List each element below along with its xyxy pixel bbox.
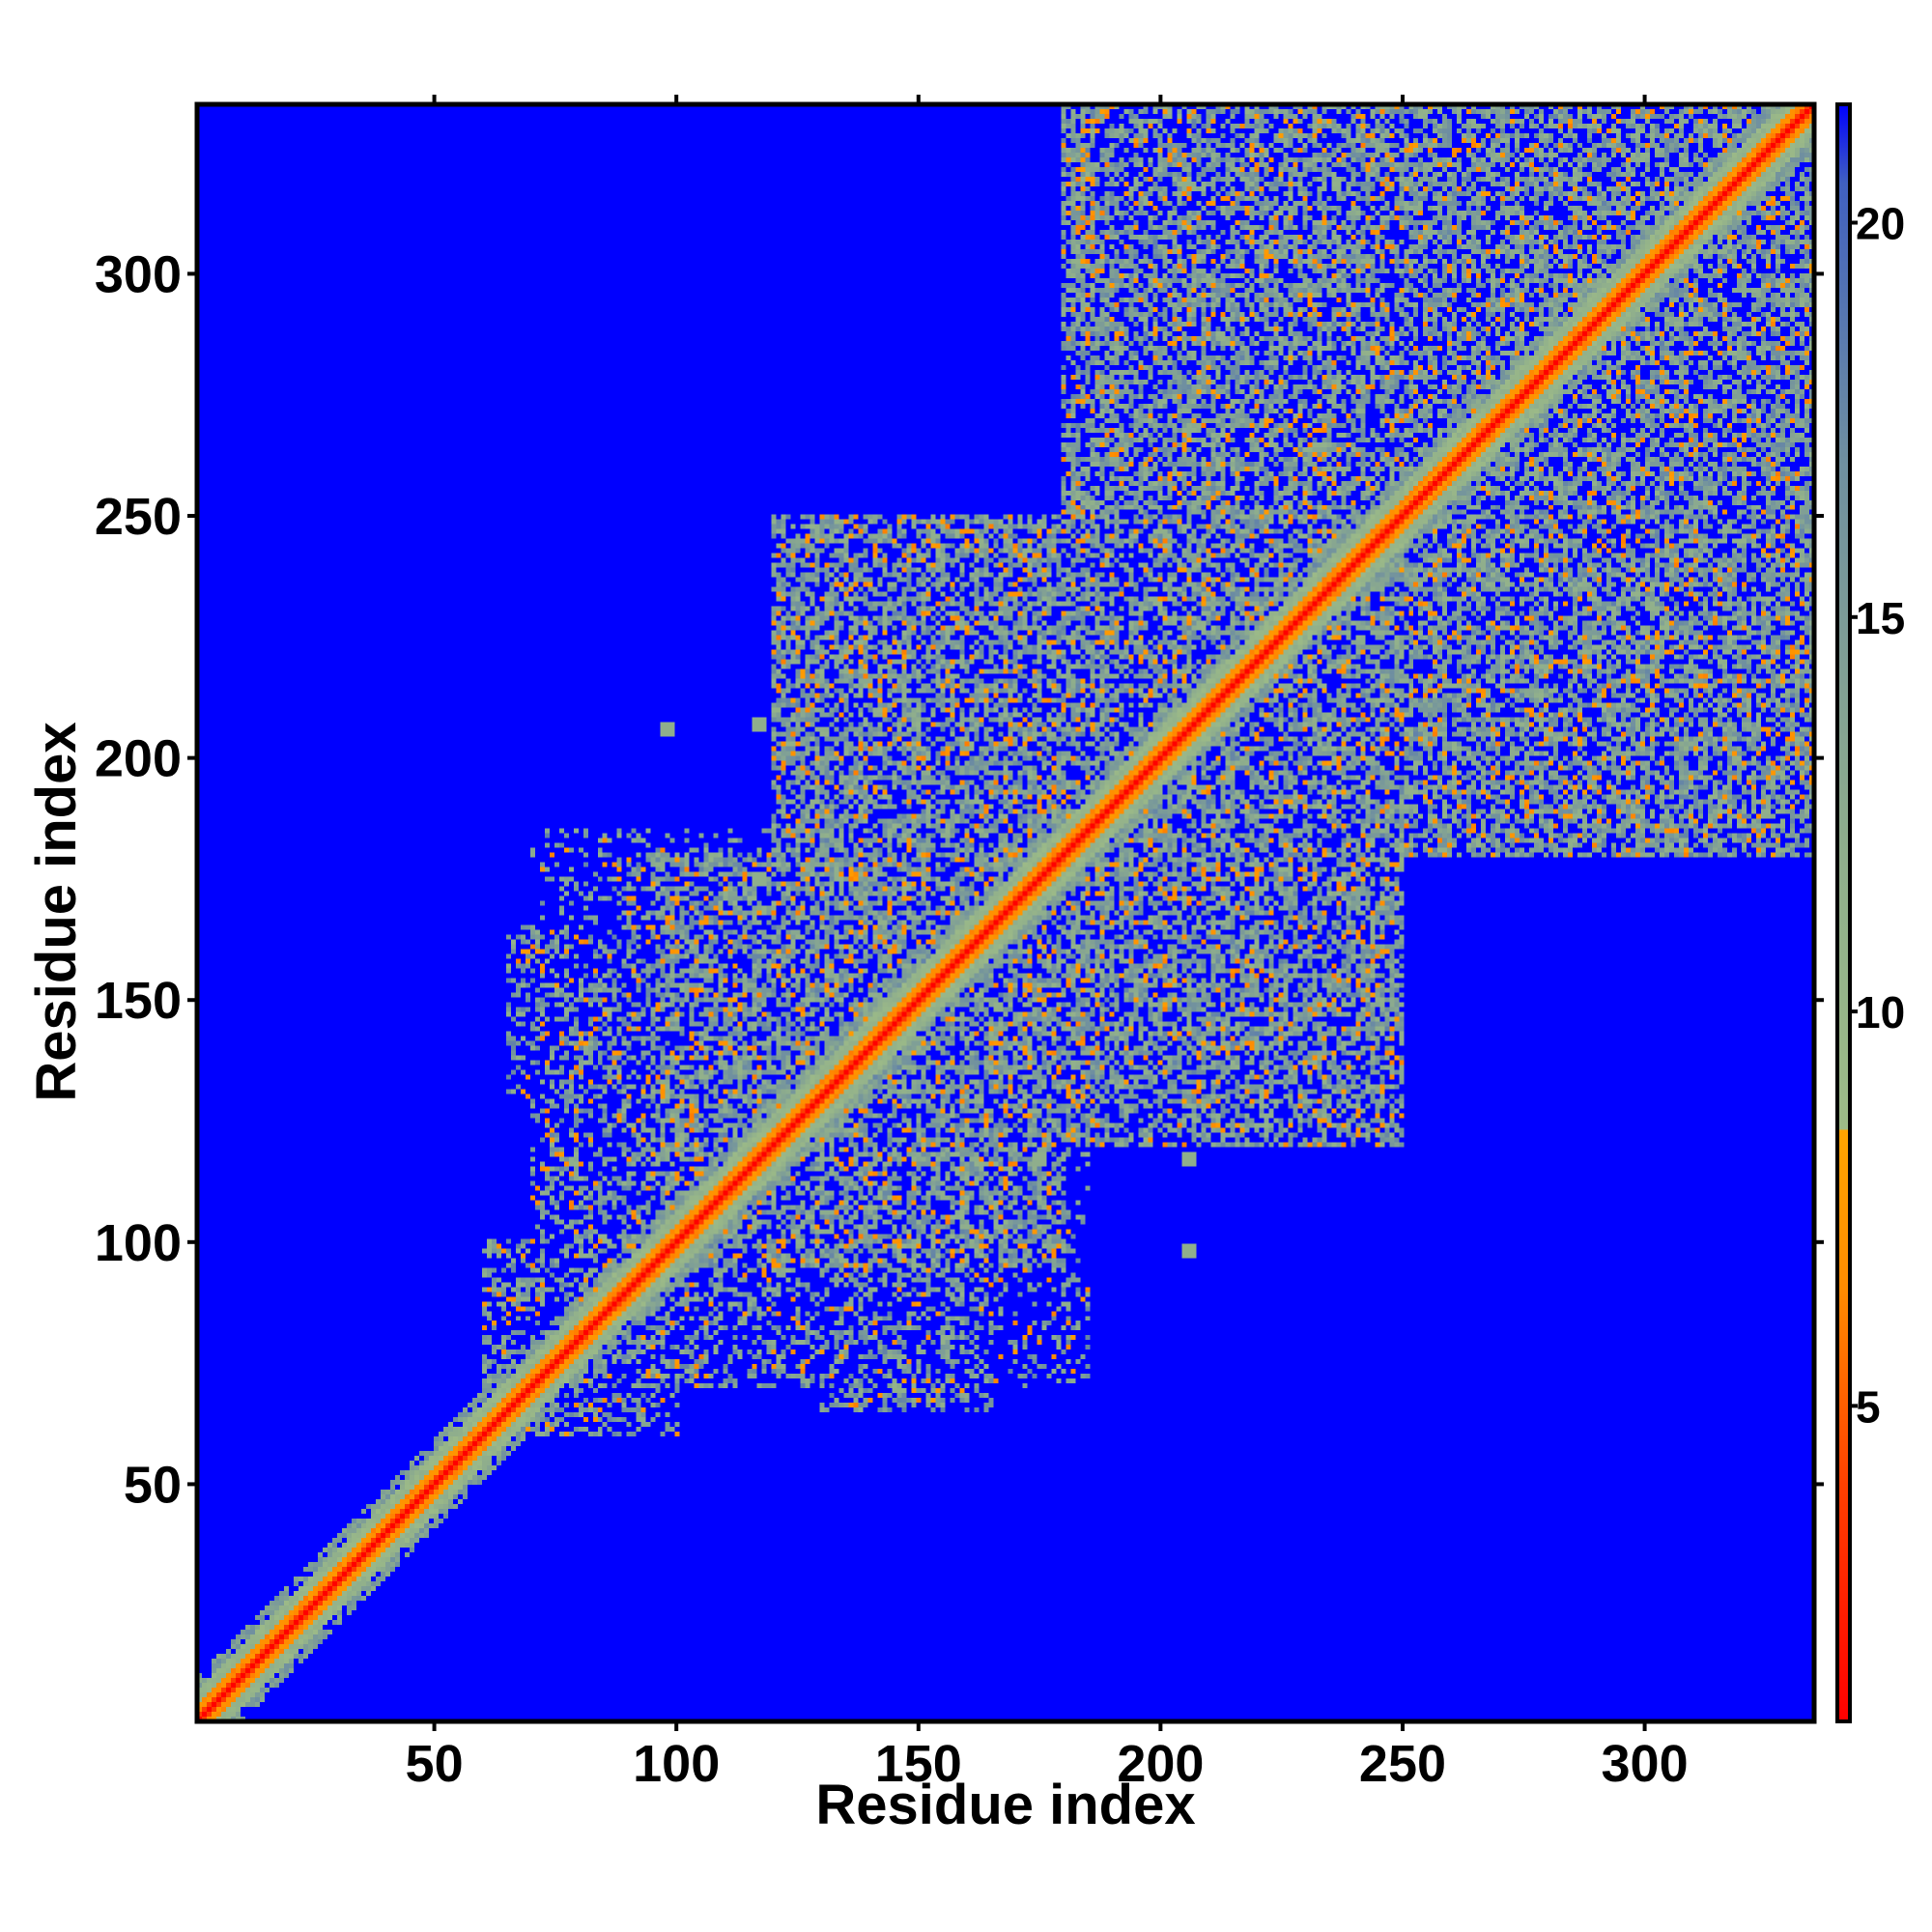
heatmap-image <box>197 104 1814 1721</box>
x-tick-label: 200 <box>1117 1735 1204 1793</box>
x-tick-label: 300 <box>1602 1735 1689 1793</box>
colorbar: 5 10 15 20 <box>1814 102 1905 1723</box>
y-tick-label: 50 <box>124 1456 182 1514</box>
colorbar-gradient <box>1835 102 1852 1723</box>
colorbar-tick-label: 15 <box>1856 593 1905 643</box>
y-axis: 50 100 150 200 250 300 <box>95 245 197 1514</box>
x-tick-label: 100 <box>633 1735 720 1793</box>
y-tick-label: 150 <box>95 972 182 1030</box>
x-tick-label: 50 <box>406 1735 464 1793</box>
x-axis: 50 100 150 200 250 300 <box>406 95 1689 1793</box>
y-tick-label: 300 <box>95 245 182 303</box>
y-tick-label: 250 <box>95 488 182 546</box>
x-axis-title: Residue index <box>815 1774 1195 1836</box>
y-tick-label: 100 <box>95 1214 182 1272</box>
heatmap-plot-area <box>194 101 1817 1724</box>
colorbar-tick-label: 20 <box>1856 198 1905 248</box>
colorbar-tick-label: 10 <box>1856 987 1905 1037</box>
y-axis-title: Residue index <box>25 722 88 1101</box>
x-tick-label: 250 <box>1359 1735 1446 1793</box>
y-tick-label: 200 <box>95 730 182 788</box>
x-tick-label: 150 <box>875 1735 962 1793</box>
colorbar-tick-label: 5 <box>1856 1381 1881 1432</box>
plot-frame <box>194 101 1817 1724</box>
